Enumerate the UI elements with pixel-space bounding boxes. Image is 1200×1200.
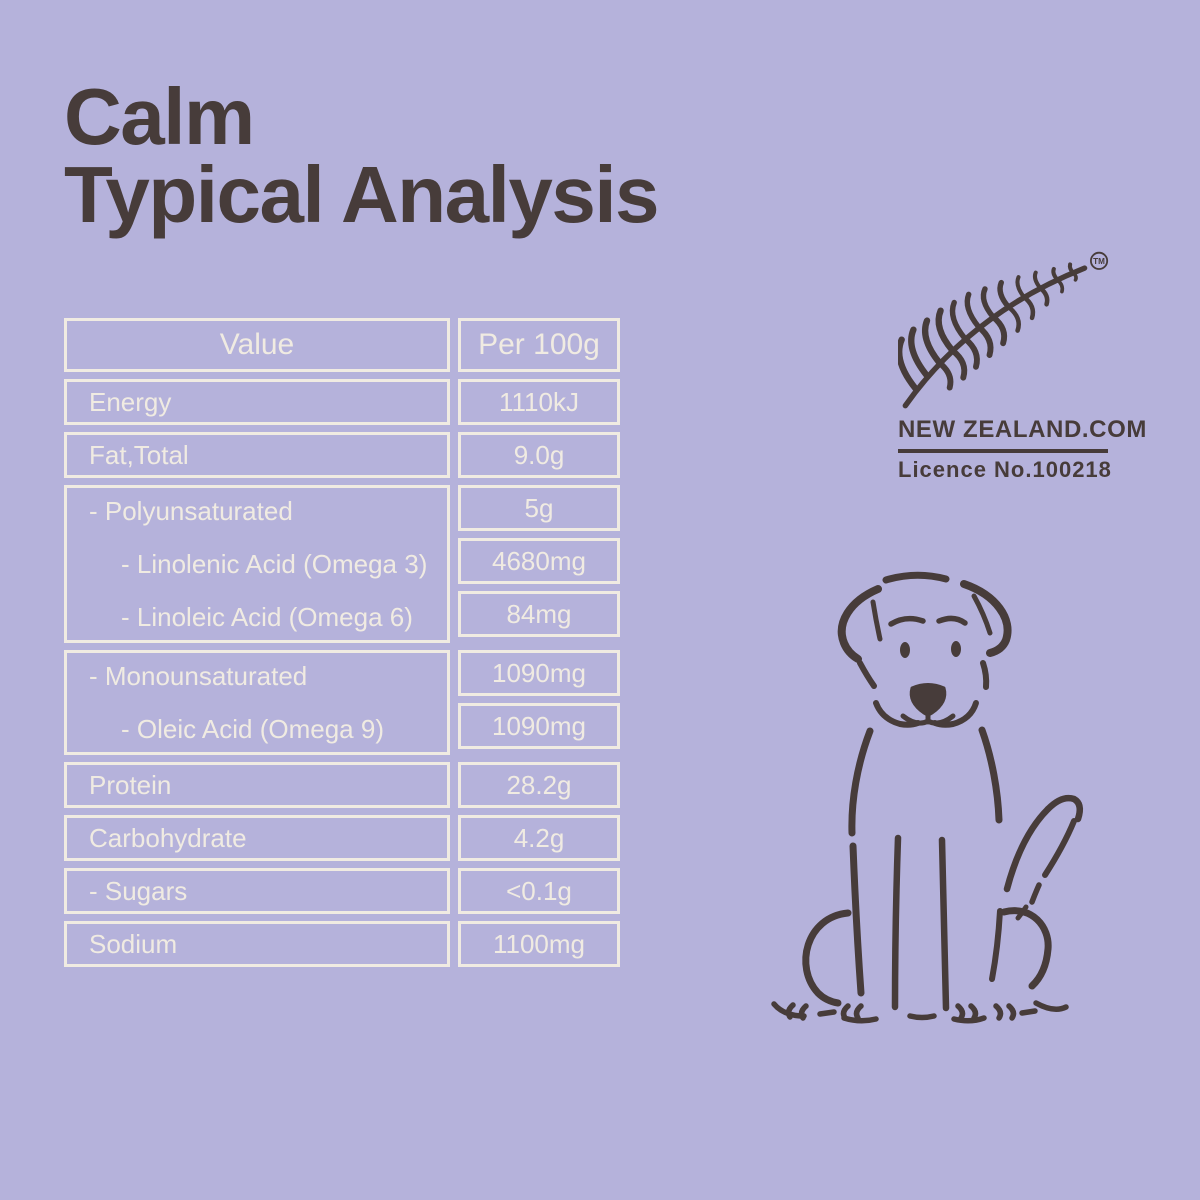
- dog-strokes: [771, 571, 1084, 1024]
- table-group-polyunsaturated: - Polyunsaturated - Linolenic Acid (Omeg…: [64, 485, 620, 643]
- row-value: 4.2g: [458, 815, 620, 861]
- table-group-monounsaturated: - Monounsaturated - Oleic Acid (Omega 9)…: [64, 650, 620, 755]
- dog-eye-left: [900, 642, 910, 658]
- dog-chest-left: [848, 727, 874, 837]
- row-value: 4680mg: [458, 538, 620, 584]
- row-label: Carbohydrate: [64, 815, 450, 861]
- header-value: Value: [64, 318, 450, 372]
- dog-tail: [1003, 794, 1084, 921]
- page-title: Calm Typical Analysis: [64, 72, 660, 239]
- row-value: 9.0g: [458, 432, 620, 478]
- dog-mouth: [900, 712, 956, 726]
- dog-eye-right: [951, 641, 961, 657]
- dog-paws: [771, 1000, 1069, 1024]
- title-line-1: Calm: [64, 72, 255, 161]
- dog-nose: [909, 683, 947, 716]
- dog-cheek-right: [980, 660, 990, 690]
- row-value: 5g: [458, 485, 620, 531]
- dog-front-leg-right: [938, 836, 950, 1012]
- fernmark-logo: TM NEW ZEALAND.COM Licence No.100218: [898, 250, 1147, 483]
- group-label-cell: - Polyunsaturated - Linolenic Acid (Omeg…: [64, 485, 450, 643]
- row-label: Energy: [64, 379, 450, 425]
- dog-haunch-left: [802, 909, 852, 1007]
- table-row-carbohydrate: Carbohydrate 4.2g: [64, 815, 620, 861]
- row-value: <0.1g: [458, 868, 620, 914]
- brand-rule: [898, 449, 1108, 453]
- row-label: Protein: [64, 762, 450, 808]
- nutrition-table: Value Per 100g Energy 1110kJ Fat,Total 9…: [64, 318, 620, 967]
- row-value: 84mg: [458, 591, 620, 637]
- dog-back-right: [978, 726, 1003, 824]
- group-value-column: 1090mg 1090mg: [458, 650, 620, 755]
- dog-ear-left: [837, 585, 883, 663]
- row-value: 28.2g: [458, 762, 620, 808]
- row-value: 1110kJ: [458, 379, 620, 425]
- table-row-sodium: Sodium 1100mg: [64, 921, 620, 967]
- dog-ear-right: [960, 580, 1012, 657]
- dog-hip-right-inner: [989, 908, 1003, 982]
- row-label: - Polyunsaturated: [89, 495, 293, 526]
- row-label: - Linoleic Acid (Omega 6): [121, 601, 413, 632]
- group-value-column: 5g 4680mg 84mg: [458, 485, 620, 643]
- dog-brow-right: [936, 615, 968, 626]
- row-value: 1090mg: [458, 650, 620, 696]
- licence-number: Licence No.100218: [898, 457, 1112, 482]
- dog-cheek-left: [857, 660, 877, 689]
- row-value: 1100mg: [458, 921, 620, 967]
- table-row-sugars: - Sugars <0.1g: [64, 868, 620, 914]
- row-label: - Sugars: [64, 868, 450, 914]
- row-label: - Oleic Acid (Omega 9): [121, 713, 384, 744]
- table-row-protein: Protein 28.2g: [64, 762, 620, 808]
- dog-head-top: [882, 571, 950, 584]
- header-per-100g: Per 100g: [458, 318, 620, 372]
- row-label: Sodium: [64, 921, 450, 967]
- trademark-text: TM: [1093, 257, 1105, 266]
- brand-text: NEW ZEALAND.COM: [898, 416, 1147, 443]
- row-label: Fat,Total: [64, 432, 450, 478]
- title-line-2: Typical Analysis: [64, 149, 660, 239]
- row-value: 1090mg: [458, 703, 620, 749]
- table-row-fat-total: Fat,Total 9.0g: [64, 432, 620, 478]
- trademark-icon: TM: [1090, 251, 1109, 270]
- dog-brow-left: [888, 615, 926, 627]
- row-label: - Linolenic Acid (Omega 3): [121, 548, 428, 579]
- dog-front-leg-left: [891, 834, 902, 1011]
- fern-strokes: [898, 262, 1088, 409]
- dog-flank-left: [849, 842, 865, 997]
- table-row-energy: Energy 1110kJ: [64, 379, 620, 425]
- fern-icon: TM: [898, 251, 1109, 409]
- table-header-row: Value Per 100g: [64, 318, 620, 372]
- dog-icon: [771, 571, 1084, 1024]
- group-label-cell: - Monounsaturated - Oleic Acid (Omega 9): [64, 650, 450, 755]
- row-label: - Monounsaturated: [89, 660, 308, 691]
- dog-haunch-right: [1000, 907, 1052, 990]
